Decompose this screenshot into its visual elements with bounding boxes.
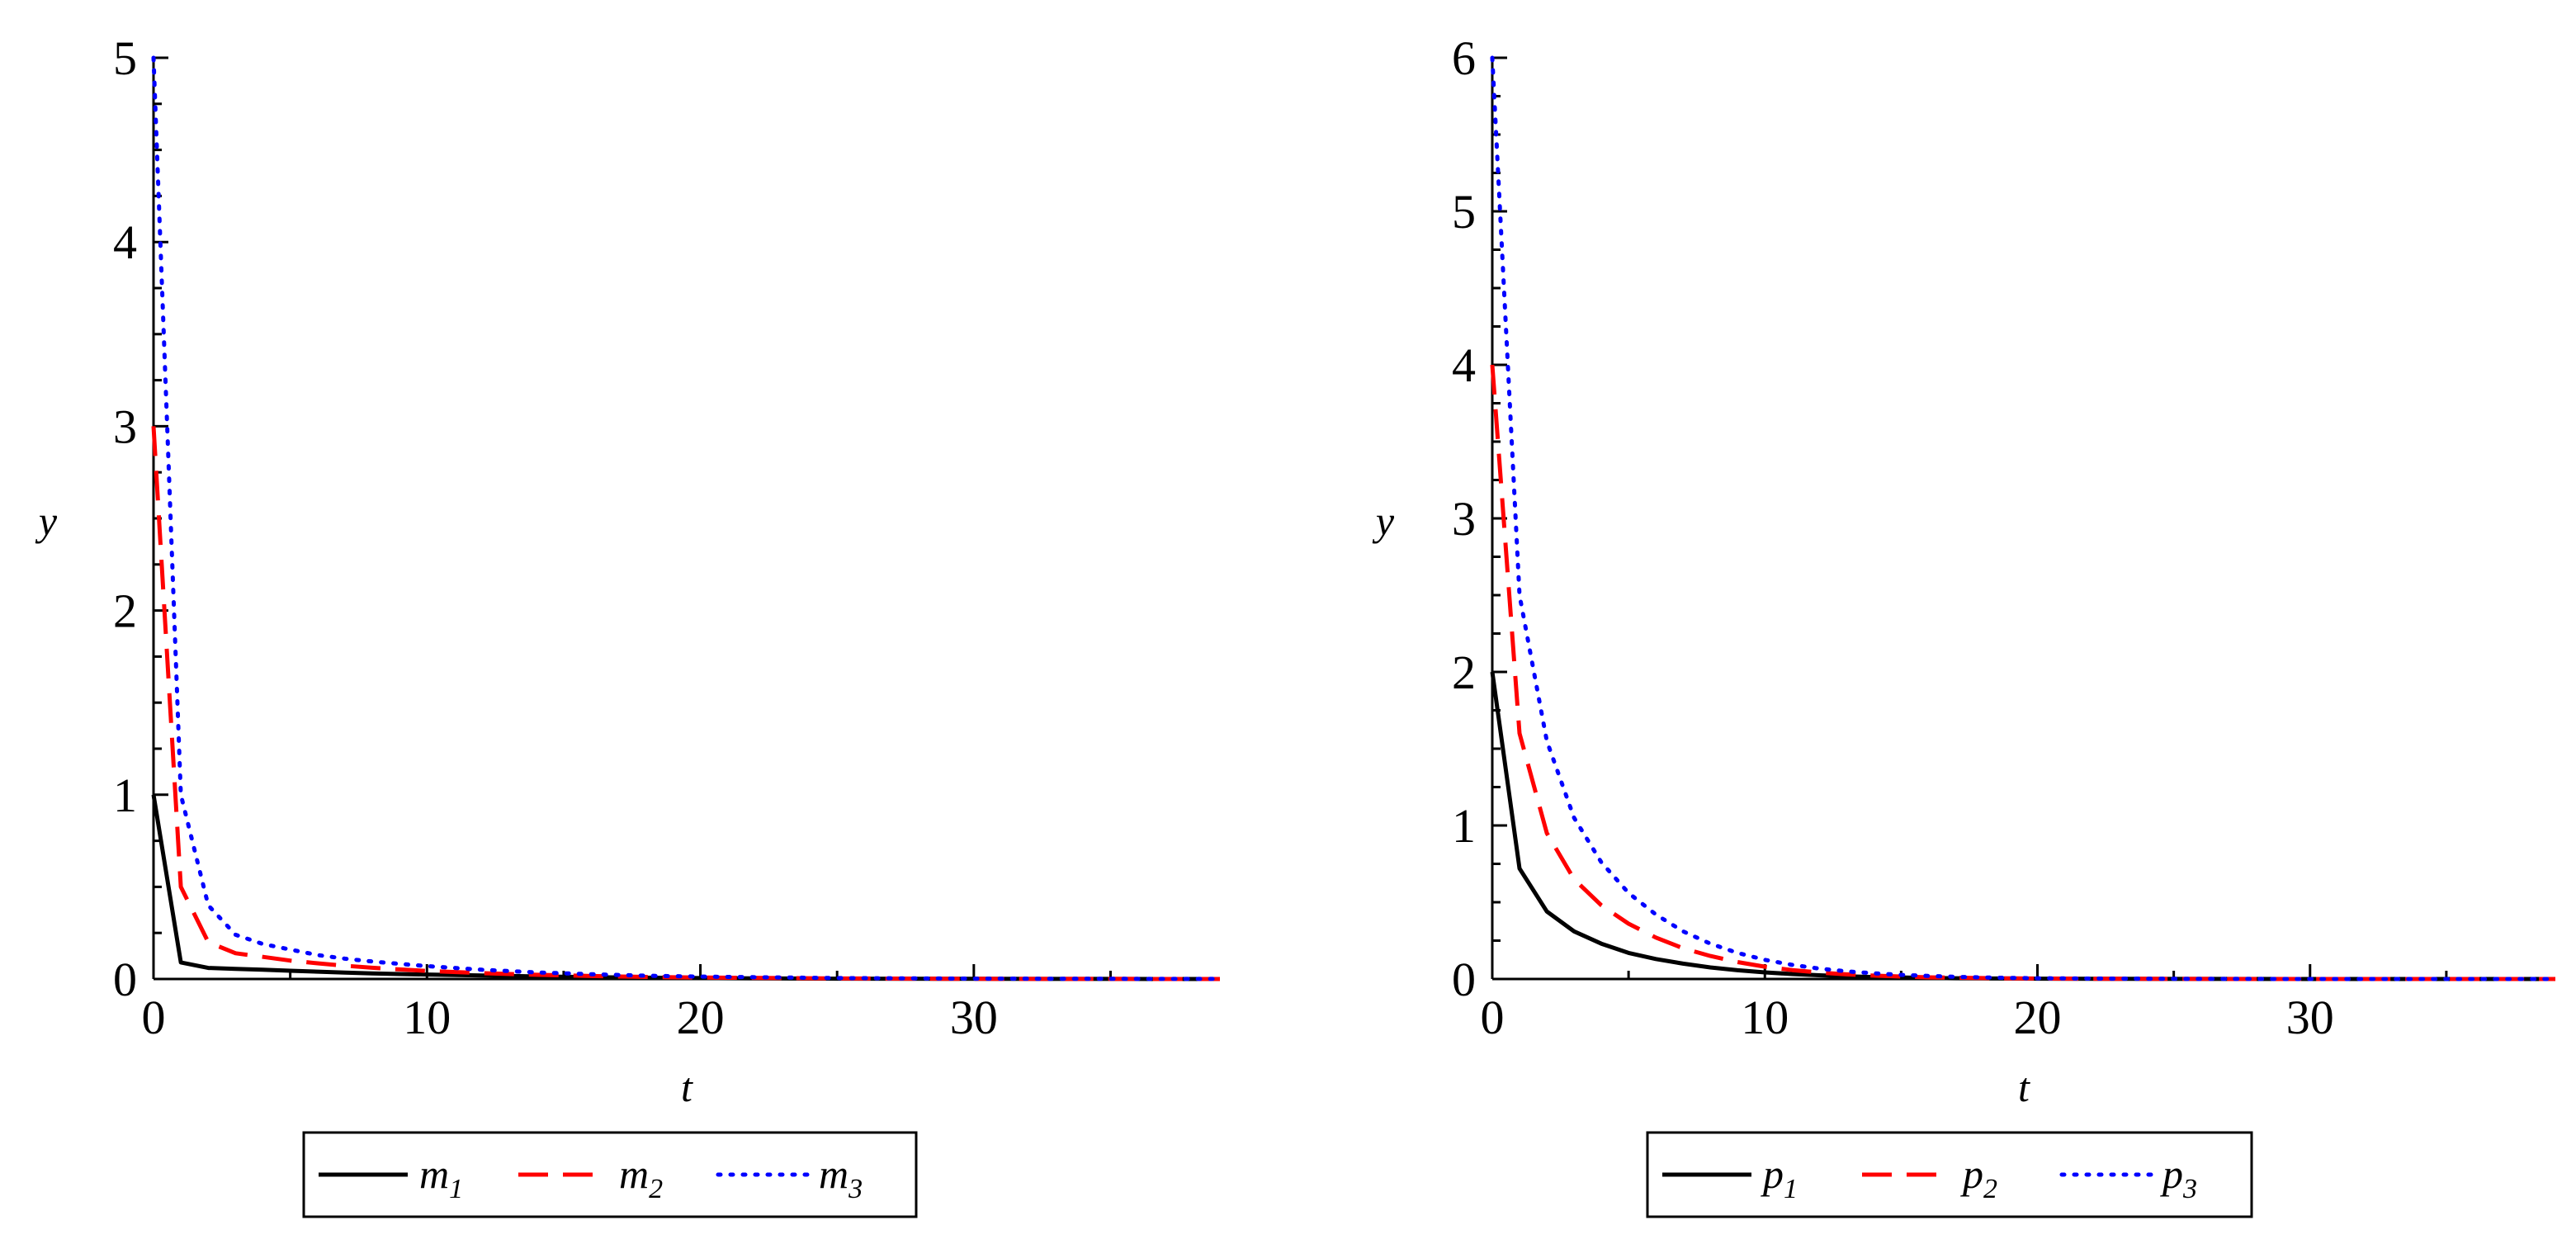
- legend-item-p3: p3: [2059, 1151, 2197, 1204]
- x-tick-label: 20: [677, 991, 725, 1044]
- legend-item-p1: p1: [1662, 1151, 1798, 1204]
- legend-label: p3: [2160, 1151, 2197, 1204]
- series-line-m3: [151, 55, 1222, 981]
- legend-label-subscript: 2: [1983, 1174, 1997, 1204]
- legend-label: p1: [1761, 1151, 1798, 1204]
- legend-label: p2: [1960, 1151, 1997, 1204]
- x-tick-label: 0: [1481, 991, 1505, 1044]
- y-tick-label: 5: [1452, 185, 1476, 239]
- y-axis-title: y: [1372, 498, 1395, 544]
- legend-item-m2: m2: [518, 1151, 663, 1204]
- series-line-p2: [1490, 364, 2555, 981]
- x-tick-label: 30: [2286, 991, 2334, 1044]
- legend-label-subscript: 2: [649, 1174, 663, 1204]
- y-tick-label: 2: [113, 584, 137, 638]
- legend-label-subscript: 1: [449, 1174, 463, 1204]
- y-tick-label: 4: [1452, 338, 1476, 392]
- legend: p1 p2 p3: [1646, 1131, 2253, 1218]
- x-tick-label: 10: [403, 991, 451, 1044]
- x-tick-label: 10: [1741, 991, 1789, 1044]
- legend-label-subscript: 3: [2182, 1174, 2197, 1204]
- legend: m1 m2 m3: [302, 1131, 918, 1218]
- series-line-m1: [151, 794, 1221, 981]
- y-tick-label: 2: [1452, 646, 1476, 699]
- y-tick-label: 0: [113, 953, 137, 1006]
- y-tick-label: 1: [113, 769, 137, 822]
- y-tick-label: 0: [1452, 953, 1476, 1006]
- x-axis-title: t: [2018, 1064, 2030, 1110]
- x-tick-label: 20: [2014, 991, 2062, 1044]
- y-tick-label: 6: [1452, 31, 1476, 85]
- y-axis-title: y: [35, 498, 58, 544]
- series-line-p3: [1490, 55, 2558, 981]
- x-axis-title: t: [681, 1064, 693, 1110]
- legend-item-p2: p2: [1862, 1151, 1997, 1204]
- legend-label-name: p: [2160, 1151, 2183, 1197]
- series-line-m2: [151, 426, 1221, 981]
- y-tick-label: 5: [113, 31, 137, 85]
- legend-item-m3: m3: [716, 1151, 863, 1204]
- y-tick-label: 1: [1452, 799, 1476, 853]
- legend-label-name: m: [619, 1151, 649, 1197]
- legend-label: m2: [619, 1151, 663, 1204]
- legend-label-subscript: 1: [1784, 1174, 1798, 1204]
- legend-item-m1: m1: [319, 1151, 463, 1204]
- legend-label: m1: [419, 1151, 463, 1204]
- legend-label-name: m: [419, 1151, 449, 1197]
- y-tick-label: 4: [113, 215, 137, 269]
- legend-label-name: p: [1960, 1151, 1983, 1197]
- legend-label-subscript: 3: [848, 1174, 863, 1204]
- x-tick-label: 30: [950, 991, 998, 1044]
- legend-label-name: m: [819, 1151, 848, 1197]
- y-tick-label: 3: [113, 400, 137, 453]
- legend-label-name: p: [1761, 1151, 1784, 1197]
- x-tick-label: 0: [142, 991, 166, 1044]
- legend-label: m3: [819, 1151, 863, 1204]
- y-tick-label: 3: [1452, 492, 1476, 546]
- series-line-p1: [1490, 671, 2555, 981]
